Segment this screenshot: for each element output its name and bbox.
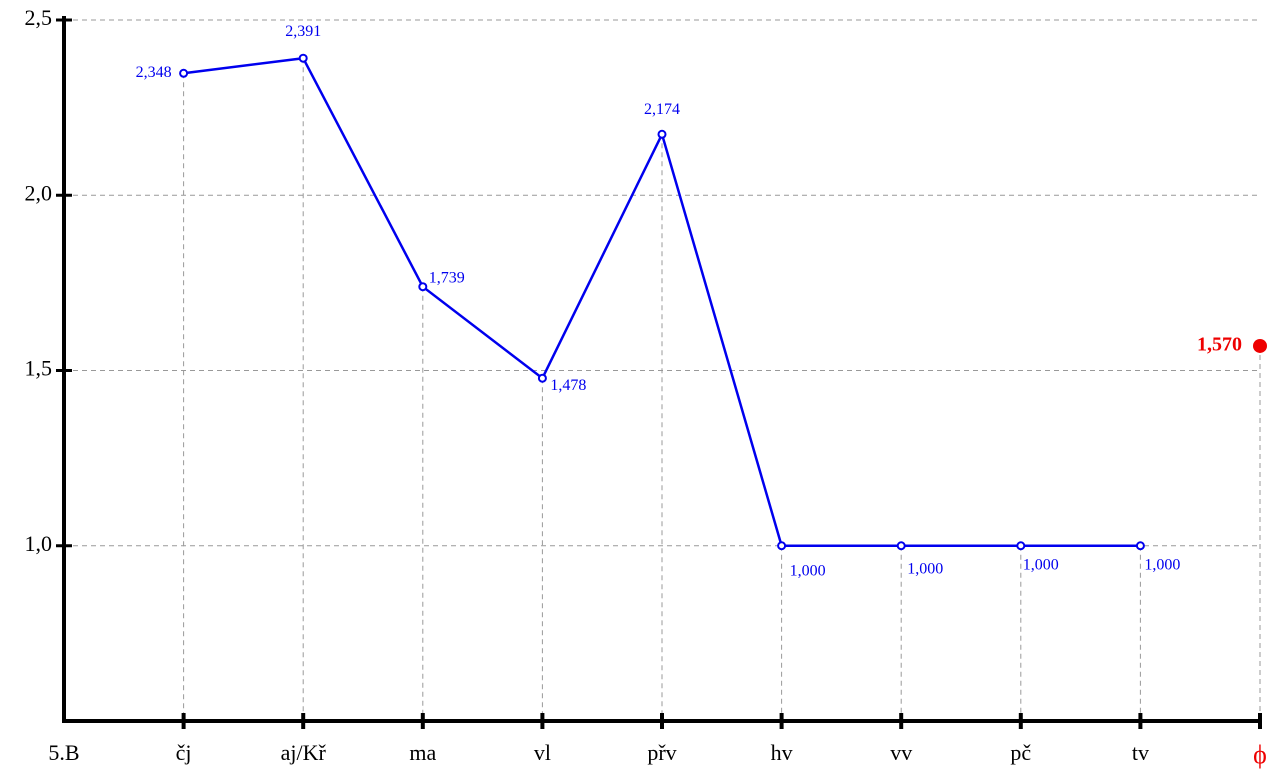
x-tick-label: čj — [176, 740, 192, 765]
point — [896, 541, 906, 551]
data-label: 2,348 — [136, 64, 172, 81]
x-tick-label: ma — [409, 740, 436, 765]
point — [657, 129, 667, 139]
average-value-label: 1,570 — [1197, 334, 1242, 356]
x-tick-label: vl — [534, 740, 551, 765]
point — [777, 541, 787, 551]
data-label: 1,000 — [790, 562, 826, 579]
y-tick-label: 2,5 — [25, 5, 53, 30]
corner-label: 5.B — [48, 740, 79, 765]
point — [537, 373, 547, 383]
y-tick-label: 1,0 — [25, 531, 53, 556]
data-label: 2,391 — [285, 23, 321, 40]
x-tick-label: tv — [1132, 740, 1149, 765]
x-tick-label: aj/Kř — [281, 740, 327, 765]
point — [179, 68, 189, 78]
point — [1016, 541, 1026, 551]
data-label: 1,000 — [1023, 556, 1059, 573]
point — [418, 282, 428, 292]
y-tick-label: 1,5 — [25, 356, 53, 381]
average-point — [1253, 338, 1267, 353]
data-label: 1,000 — [907, 560, 943, 577]
x-tick-label: hv — [771, 740, 793, 765]
point — [1135, 541, 1145, 551]
data-label: 2,174 — [644, 101, 680, 118]
y-tick-label: 2,0 — [25, 180, 53, 205]
x-tick-label: vv — [890, 740, 912, 765]
point — [298, 53, 308, 63]
x-tick-label: přv — [647, 740, 676, 765]
average-label: ϕ — [1253, 740, 1267, 769]
data-label: 1,739 — [429, 269, 465, 286]
data-label: 1,000 — [1144, 556, 1180, 573]
x-tick-label: pč — [1010, 740, 1031, 765]
data-label: 1,478 — [550, 377, 586, 394]
